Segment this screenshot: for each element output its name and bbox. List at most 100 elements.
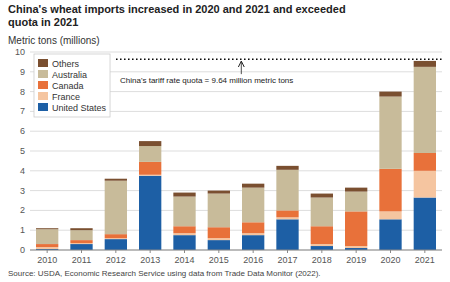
y-tick-label: 2 [20, 205, 25, 215]
legend-label: France [52, 92, 80, 102]
x-tick-label: 2010 [37, 255, 57, 265]
bar-segment [311, 246, 333, 250]
bar-segment [70, 228, 92, 230]
y-tick-label: 9 [20, 67, 25, 77]
bar-segment [36, 228, 58, 230]
legend-label: Australia [52, 70, 87, 80]
bar-segment [70, 244, 92, 250]
bar-segment [242, 184, 264, 188]
bar-segment [208, 240, 230, 250]
x-tick [115, 250, 116, 253]
grid-line [30, 52, 442, 53]
bar-segment [311, 226, 333, 244]
y-tick-label: 6 [20, 126, 25, 136]
annotation-arrow [241, 61, 242, 74]
bar-segment [276, 219, 298, 250]
x-tick [287, 250, 288, 253]
bar-segment [36, 247, 58, 249]
bar-segment [379, 97, 401, 169]
y-tick-label: 7 [20, 106, 25, 116]
legend-label: Others [52, 59, 80, 69]
bar-segment [173, 233, 195, 235]
bar-segment [311, 198, 333, 227]
x-tick [321, 250, 322, 253]
bar-segment [414, 61, 436, 67]
legend-swatch [38, 59, 48, 67]
y-tick-label: 4 [20, 166, 25, 176]
x-tick-label: 2011 [72, 255, 91, 265]
x-tick-label: 2015 [209, 255, 229, 265]
legend-swatch [38, 103, 48, 111]
legend-swatch [38, 70, 48, 78]
y-tick-label: 5 [20, 146, 25, 156]
bar-segment [208, 194, 230, 228]
bar-segment [36, 244, 58, 247]
y-tick-label: 3 [20, 186, 25, 196]
x-axis-line [30, 250, 442, 251]
bar-segment [36, 229, 58, 244]
y-tick-label: 0 [20, 245, 25, 255]
title-line: quota in 2021 [8, 16, 78, 28]
x-tick [390, 250, 391, 253]
grid-line [30, 250, 442, 251]
x-tick-label: 2013 [140, 255, 160, 265]
x-tick [424, 250, 425, 253]
legend-label: United States [52, 103, 107, 113]
x-tick-label: 2017 [277, 255, 297, 265]
bar-segment [173, 193, 195, 197]
bar-segment [242, 233, 264, 235]
legend-box [34, 54, 110, 117]
bar-segment [276, 166, 298, 170]
bar-segment [208, 238, 230, 240]
legend-label: Canada [52, 81, 84, 91]
legend-swatch [38, 81, 48, 89]
bar-segment [139, 146, 161, 162]
bar-segment [345, 246, 367, 248]
title: China's wheat imports increased in 2020 … [8, 3, 346, 28]
bar-segment [139, 176, 161, 250]
bar-segment [345, 211, 367, 246]
bar-segment [276, 217, 298, 219]
bar-segment [311, 194, 333, 198]
bar-segment [311, 244, 333, 246]
bar-segment [70, 230, 92, 240]
bar-segment [105, 234, 127, 238]
bar-segment [173, 226, 195, 233]
bar-segment [276, 210, 298, 217]
grid [30, 52, 442, 250]
bar-segment [345, 188, 367, 192]
annotation-text: China's tariff rate quota = 9.64 million… [120, 76, 293, 85]
bar-segment [105, 179, 127, 181]
x-tick-label: 2019 [346, 255, 366, 265]
quota-line [116, 58, 442, 60]
y-tick-label: 8 [20, 87, 25, 97]
x-tick-label: 2016 [243, 255, 263, 265]
bar-segment [208, 191, 230, 194]
y-axis-label: Metric tons (millions) [8, 35, 100, 46]
x-tick [81, 250, 82, 253]
bar-segment [242, 188, 264, 223]
legend: OthersAustraliaCanadaFranceUnited States [34, 54, 110, 117]
bar-segment [379, 219, 401, 250]
x-tick-label: 2014 [174, 255, 194, 265]
y-tick-label: 1 [20, 225, 25, 235]
bar-segment [414, 171, 436, 198]
x-tick [218, 250, 219, 253]
bar-segment [70, 240, 92, 243]
x-tick [47, 250, 48, 253]
x-tick-label: 2021 [415, 255, 435, 265]
bar-segment [242, 235, 264, 250]
x-tick-label: 2012 [106, 255, 126, 265]
source: Source: USDA, Economic Research Service … [8, 269, 321, 278]
title-line: China's wheat imports increased in 2020 … [8, 3, 346, 15]
chart: China's wheat imports increased in 2020 … [0, 0, 450, 282]
x-tick [356, 250, 357, 253]
bar-segment [139, 162, 161, 175]
x-tick-label: 2020 [380, 255, 400, 265]
bar-segment [379, 211, 401, 219]
bar-segment [173, 197, 195, 227]
bar-segment [173, 235, 195, 250]
x-tick [150, 250, 151, 253]
bar-segment [105, 181, 127, 234]
bar-segment [276, 170, 298, 211]
